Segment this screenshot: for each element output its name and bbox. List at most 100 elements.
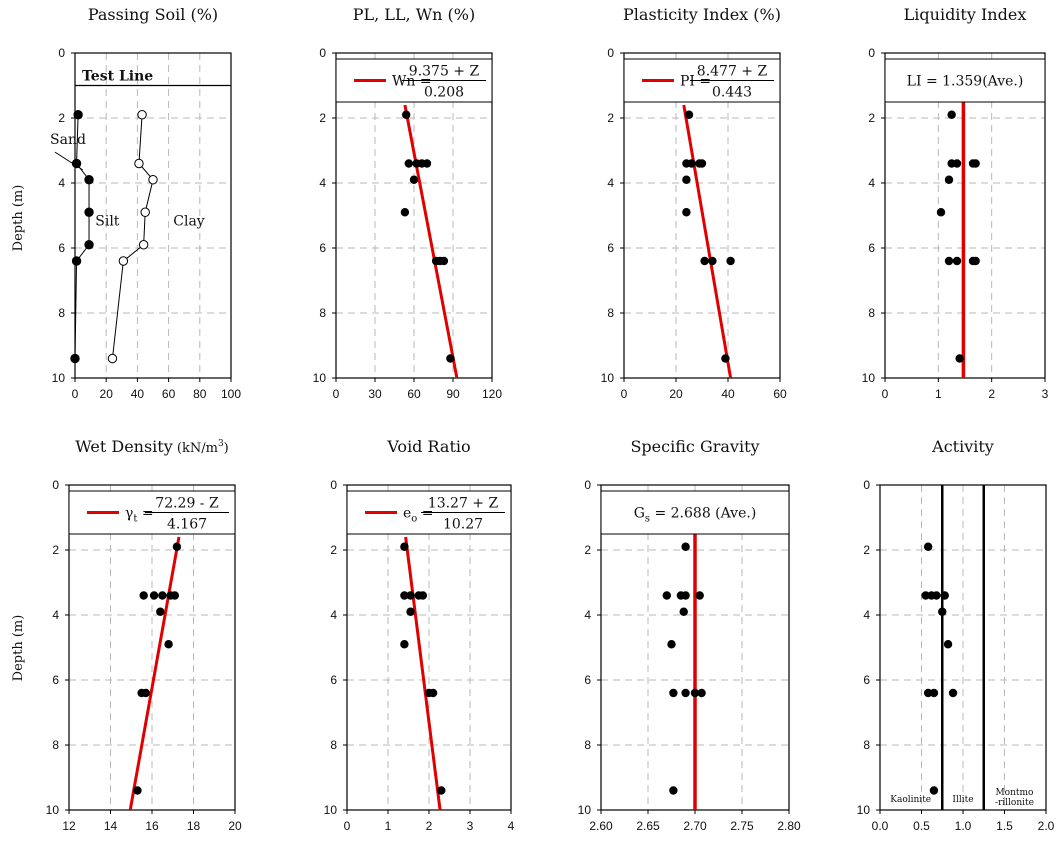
y-tick-label: 0 [584, 478, 591, 492]
data-point [697, 159, 707, 168]
data-point [687, 159, 696, 168]
data-point [940, 591, 949, 600]
data-point [400, 542, 409, 551]
y-tick-label: 10 [601, 371, 615, 385]
y-tick-label: 6 [52, 673, 59, 687]
data-point [70, 353, 80, 364]
data-point [971, 256, 980, 266]
data-point [409, 175, 419, 184]
x-tick-label: 2.80 [777, 819, 801, 833]
data-point [84, 240, 94, 250]
x-tick-label: 2.70 [683, 819, 707, 833]
y-tick-label: 4 [330, 608, 337, 622]
x-tick-label: 40 [131, 387, 145, 401]
chart-title: Wet Density (kN/m3) [75, 437, 229, 456]
y-tick-label: 6 [607, 241, 614, 255]
y-tick-label: 8 [607, 306, 614, 320]
chart-title: Specific Gravity [630, 437, 759, 456]
chart-title: PL, LL, Wn (%) [353, 5, 476, 24]
legend-box: Wn =9.375 + Z 0.208 [335, 58, 493, 103]
y-tick-label: 8 [584, 738, 591, 752]
legend-box: Gs = 2.688 (Ave.) [600, 490, 790, 535]
legend-denominator: 4.167 [167, 517, 207, 533]
data-point [107, 353, 118, 364]
y-tick-label: 4 [607, 176, 614, 190]
zone-label: -rillonite [995, 798, 1034, 808]
zone-label: Montmo [995, 788, 1033, 798]
chart-title: Passing Soil (%) [88, 5, 218, 24]
data-point [971, 159, 980, 168]
x-tick-label: 0 [344, 819, 351, 833]
data-point [944, 256, 954, 266]
chart-title: Plasticity Index (%) [623, 5, 781, 24]
data-point [400, 640, 409, 649]
legend-numerator: 72.29 - Z [155, 496, 219, 512]
x-tick-label: 90 [446, 387, 460, 401]
data-point [139, 591, 148, 600]
series-line-2 [111, 114, 154, 359]
data-point [943, 640, 953, 649]
legend-box: LI = 1.359(Ave.) [884, 58, 1046, 103]
y-tick-label: 8 [330, 738, 337, 752]
legend-label: PI = [680, 74, 711, 90]
data-point [138, 240, 149, 250]
x-tick-label: 3 [1042, 387, 1049, 401]
y-tick-label: 2 [868, 111, 875, 125]
data-point [944, 175, 954, 184]
x-tick-label: 1.0 [955, 819, 972, 833]
y-tick-label: 8 [868, 306, 875, 320]
data-point [404, 159, 413, 168]
x-tick-label: 80 [193, 387, 207, 401]
data-point [923, 688, 933, 698]
x-tick-label: 2.65 [636, 819, 660, 833]
data-point [156, 607, 165, 616]
legend-denominator: 0.208 [424, 85, 464, 101]
legend-numerator: 13.27 + Z [428, 496, 499, 512]
data-point [437, 786, 446, 795]
data-point [669, 786, 678, 795]
data-point [158, 591, 167, 600]
y-tick-label: 6 [319, 241, 326, 255]
y-tick-label: 10 [862, 371, 876, 385]
data-point [669, 688, 678, 698]
data-point [140, 207, 150, 217]
y-tick-label: 2 [58, 111, 65, 125]
y-tick-label: 4 [58, 176, 65, 190]
x-tick-label: 1 [385, 819, 392, 833]
legend-label: LI = 1.359(Ave.) [907, 74, 1024, 90]
x-tick-label: 20 [669, 387, 683, 401]
y-tick-label: 2 [52, 543, 59, 557]
chart-panel-6: Void Ratio 0 1 2 3 4 0 2 4 6 8 10 eo =13.27 + Z 10.27 [324, 437, 515, 833]
y-tick-label: 10 [52, 371, 66, 385]
data-point [84, 207, 94, 217]
x-tick-label: 20 [100, 387, 114, 401]
y-tick-label: 4 [319, 176, 326, 190]
y-tick-label: 2 [863, 543, 870, 557]
legend-box: PI =8.477 + Z 0.443 [623, 58, 781, 103]
data-point [681, 542, 690, 551]
fit-line [682, 104, 733, 379]
legend-label: Wn = [392, 74, 432, 90]
x-tick-label: 2.75 [730, 819, 754, 833]
legend-label: Gs = 2.688 (Ave.) [634, 506, 757, 525]
data-point [948, 688, 958, 698]
legend-denominator: 0.443 [712, 85, 752, 101]
y-tick-label: 0 [319, 46, 326, 60]
y-tick-label: 6 [58, 241, 65, 255]
y-tick-label: 10 [313, 371, 327, 385]
data-point [690, 688, 700, 698]
y-tick-label: 4 [52, 608, 59, 622]
data-point [164, 640, 173, 649]
y-tick-label: 4 [584, 608, 591, 622]
data-point [708, 256, 717, 266]
y-tick-label: 2 [330, 543, 337, 557]
legend-numerator: 9.375 + Z [409, 64, 480, 80]
data-point [936, 208, 946, 217]
data-point [952, 256, 962, 266]
plot-frame [623, 52, 781, 379]
data-point [141, 688, 150, 698]
y-tick-label: 4 [863, 608, 870, 622]
x-tick-label: 12 [62, 819, 76, 833]
x-tick-label: 0 [333, 387, 340, 401]
